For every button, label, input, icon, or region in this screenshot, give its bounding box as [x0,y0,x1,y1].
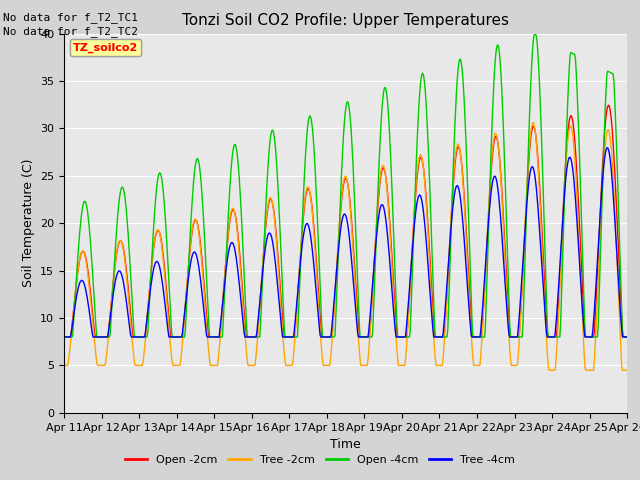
Text: No data for f_T2_TC2: No data for f_T2_TC2 [3,26,138,37]
Open -2cm [623,334,631,340]
Tree -2cm [60,362,68,368]
Open -4cm [215,334,223,340]
X-axis label: Time: Time [330,438,361,451]
Title: Tonzi Soil CO2 Profile: Upper Temperatures: Tonzi Soil CO2 Profile: Upper Temperatur… [182,13,509,28]
Tree -4cm [414,195,422,201]
Line: Tree -4cm: Tree -4cm [64,148,627,337]
Open -2cm [414,165,422,171]
Tree -4cm [623,334,631,340]
Tree -2cm [431,346,438,352]
Open -4cm [414,118,422,124]
Tree -2cm [529,120,537,125]
Tree -2cm [623,367,631,373]
Line: Open -4cm: Open -4cm [64,35,627,337]
Open -4cm [431,321,438,327]
Text: No data for f_T2_TC1: No data for f_T2_TC1 [3,12,138,23]
Legend: Open -2cm, Tree -2cm, Open -4cm, Tree -4cm: Open -2cm, Tree -2cm, Open -4cm, Tree -4… [120,451,520,469]
Y-axis label: Soil Temperature (C): Soil Temperature (C) [22,159,35,288]
Open -4cm [70,310,78,316]
Tree -4cm [60,334,68,340]
Tree -2cm [186,252,193,258]
Open -2cm [215,334,223,340]
Tree -4cm [128,334,136,340]
Legend: TZ_soilco2: TZ_soilco2 [70,39,141,56]
Line: Open -2cm: Open -2cm [64,105,627,337]
Tree -4cm [604,145,611,151]
Line: Tree -2cm: Tree -2cm [64,122,627,370]
Tree -2cm [70,302,78,308]
Tree -2cm [545,367,553,373]
Tree -4cm [186,268,193,274]
Open -2cm [605,102,612,108]
Open -2cm [128,327,136,333]
Tree -4cm [70,309,78,314]
Open -2cm [70,301,78,307]
Open -4cm [128,298,136,304]
Open -4cm [186,249,193,254]
Open -2cm [186,254,193,260]
Tree -2cm [414,161,422,167]
Tree -2cm [128,337,136,343]
Open -4cm [531,32,539,37]
Tree -4cm [431,334,438,340]
Open -2cm [431,332,438,338]
Open -4cm [60,334,68,340]
Tree -4cm [215,334,223,340]
Open -4cm [623,334,631,340]
Open -2cm [60,334,68,340]
Tree -2cm [215,348,223,354]
